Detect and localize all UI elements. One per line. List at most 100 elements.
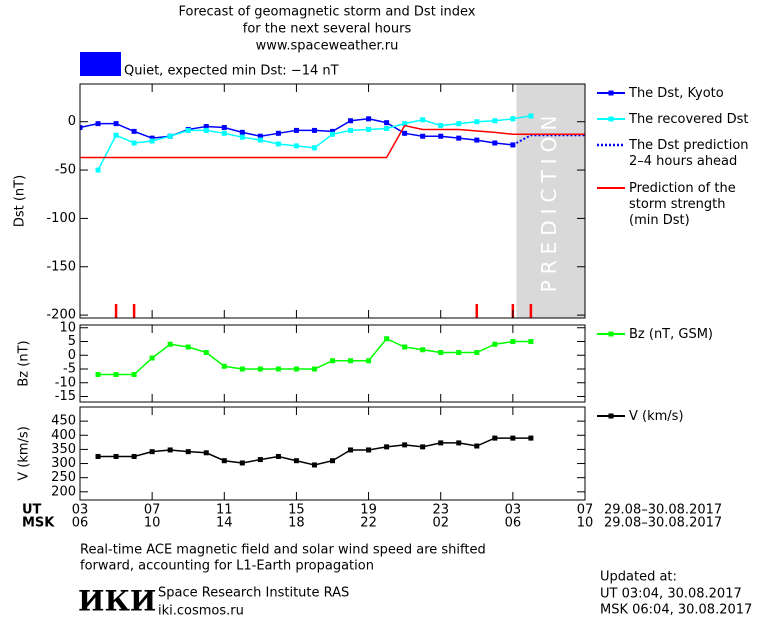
msk-tick-label: 10 [144, 516, 161, 531]
x-tick-label: 11 [216, 503, 233, 518]
point [420, 133, 426, 139]
point [185, 344, 191, 350]
point [510, 116, 516, 122]
status-text: Quiet, expected min Dst: −14 nT [124, 64, 339, 79]
point [456, 121, 462, 127]
point [528, 435, 534, 441]
y-tick-label: -150 [46, 259, 76, 274]
point [239, 366, 245, 372]
point [348, 127, 354, 133]
point [203, 350, 209, 355]
point [80, 125, 83, 131]
y-tick-label: 0 [68, 114, 76, 129]
point [131, 453, 137, 459]
y-tick-label: -50 [55, 163, 76, 178]
point [402, 130, 408, 136]
updated-line: Updated at: [600, 570, 677, 585]
point [311, 366, 317, 372]
point [456, 440, 462, 446]
point [275, 130, 281, 136]
y-tick-label: 0 [68, 348, 76, 363]
y-tick-label: 400 [51, 428, 76, 443]
point [348, 447, 354, 453]
point [474, 443, 480, 449]
y-tick-label: -15 [55, 389, 76, 404]
point [257, 133, 263, 139]
y-tick-label: -100 [46, 211, 76, 226]
series-line [98, 437, 531, 466]
msk-tick-label: 22 [360, 516, 377, 531]
x-tick-label: 15 [288, 503, 305, 518]
status-box [80, 52, 121, 76]
point [330, 458, 335, 464]
plot-area [95, 336, 534, 377]
point [167, 341, 173, 347]
x-tick-label: 07 [144, 503, 161, 518]
y-tick-label: 10 [59, 320, 76, 335]
point [438, 133, 444, 139]
point [402, 121, 408, 127]
panel-frame [79, 324, 586, 403]
msk-tick-label: 18 [288, 516, 305, 531]
title-line: www.spaceweather.ru [256, 39, 399, 54]
point [239, 460, 245, 466]
point [492, 140, 498, 146]
note-line: forward, accounting for L1-Earth propaga… [80, 559, 374, 574]
prediction-zone [516, 84, 585, 318]
point [384, 444, 390, 450]
point [366, 358, 372, 364]
point [492, 435, 498, 441]
title-line: for the next several hours [243, 22, 412, 37]
point [311, 462, 317, 468]
legend-label: The Dst prediction 2–4 hours ahead [628, 138, 749, 169]
y-tick-label: 5 [68, 334, 76, 349]
updated-line: UT 03:04, 30.08.2017 [600, 587, 742, 602]
point [275, 141, 281, 147]
x-tick-label: 19 [360, 503, 377, 518]
y-tick-label: 350 [51, 442, 76, 457]
panel-frame [79, 406, 586, 501]
legend-marker [608, 90, 614, 96]
legend-marker [608, 413, 614, 419]
y-tick-label: -200 [46, 308, 76, 323]
ut-range: 29.08–30.08.2017 [604, 503, 722, 518]
point [384, 336, 390, 342]
point [402, 344, 408, 350]
point [420, 117, 426, 123]
point [95, 121, 101, 127]
plot-area [80, 113, 585, 173]
legend-label: V (km/s) [629, 409, 684, 424]
point [239, 129, 245, 135]
series-line [97, 115, 532, 171]
point [492, 118, 498, 124]
series-line [80, 124, 585, 159]
x-tick-label: 03 [505, 503, 522, 518]
point [293, 366, 299, 372]
x-tick-label: 23 [432, 503, 449, 518]
point [257, 137, 263, 143]
point [528, 113, 534, 119]
point [203, 127, 209, 133]
point [330, 358, 335, 364]
note-line: Real-time ACE magnetic field and solar w… [80, 543, 486, 558]
updated-line: MSK 06:04, 30.08.2017 [600, 603, 752, 618]
point [438, 440, 444, 446]
point [402, 442, 408, 448]
point [149, 355, 155, 361]
point [185, 127, 191, 133]
point [167, 133, 173, 139]
point [311, 145, 317, 151]
msk-range: 29.08–30.08.2017 [604, 516, 722, 531]
point [113, 372, 119, 377]
point [203, 124, 209, 130]
point [95, 453, 101, 459]
point [510, 339, 516, 344]
panel-frame [79, 83, 586, 319]
site: iki.cosmos.ru [158, 604, 244, 619]
point [257, 457, 263, 463]
point [131, 128, 137, 134]
point [510, 435, 516, 441]
x-tick-label: 03 [72, 503, 89, 518]
series-line [512, 134, 585, 146]
point [167, 447, 173, 453]
